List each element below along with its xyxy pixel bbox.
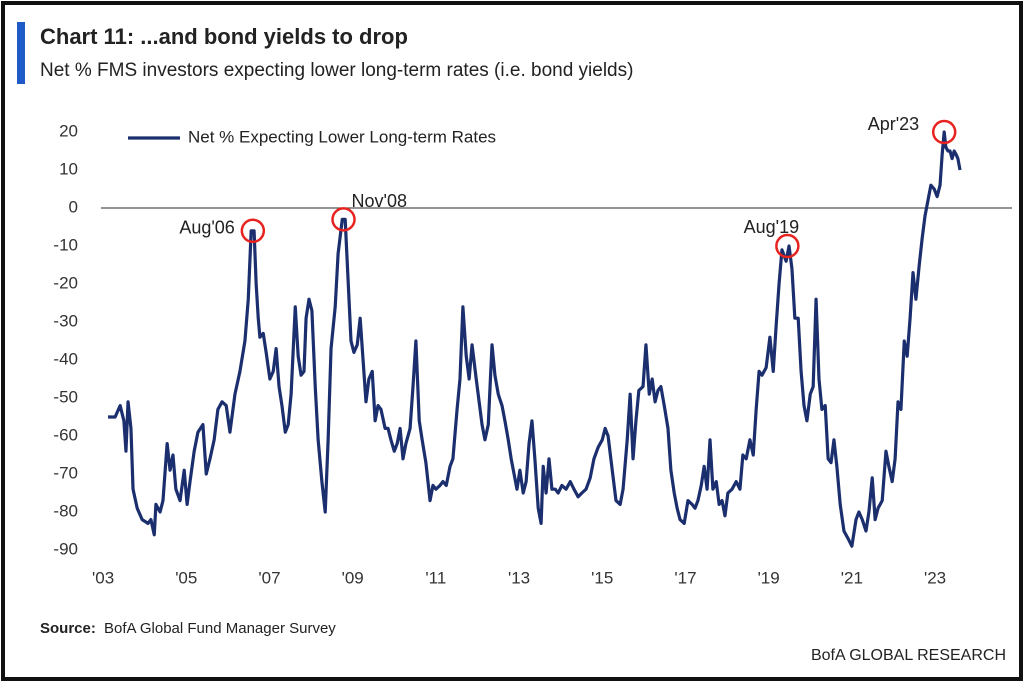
x-tick-label: '21 [841,568,863,587]
x-tick-label: '03 [92,568,114,587]
x-tick-label: '09 [342,568,364,587]
x-tick-label: '07 [258,568,280,587]
chart-subtitle: Net % FMS investors expecting lower long… [40,60,633,81]
y-tick-label: -50 [53,387,78,406]
y-tick-label: -30 [53,311,78,330]
footer: BofA GLOBAL RESEARCH [811,647,1006,664]
y-tick-label: -20 [53,273,78,292]
annotation-label: Aug'06 [179,218,235,238]
title-accent [17,22,25,84]
x-tick-label: '11 [425,568,446,587]
x-tick-label: '05 [175,568,197,587]
source: BofA Global Fund Manager Survey [104,620,336,637]
annotation-circle [931,119,957,145]
x-tick-label: '19 [758,568,780,587]
annotation-label: Aug'19 [744,217,800,237]
y-tick-label: -10 [53,235,78,254]
x-tick-label: '23 [924,568,946,587]
y-tick-label: 20 [59,121,78,140]
y-tick-label: -90 [53,539,78,558]
y-tick-label: 0 [69,197,78,216]
legend-label: Net % Expecting Lower Long-term Rates [188,127,496,146]
x-tick-label: '17 [674,568,696,587]
y-tick-label: -40 [53,349,78,368]
chart-title: Chart 11: ...and bond yields to drop [40,24,408,49]
x-tick-label: '15 [591,568,613,587]
y-tick-label: 10 [59,159,78,178]
x-tick-label: '13 [508,568,530,587]
y-tick-label: -80 [53,501,78,520]
data-line [108,130,962,548]
source-label: Source: [40,620,96,637]
y-tick-label: -60 [53,425,78,444]
annotation-circle [240,218,266,244]
annotation-circle [331,207,356,232]
annotation-label: Apr'23 [868,114,919,134]
y-tick-label: -70 [53,463,78,482]
annotation-circle [775,233,800,259]
annotation-label: Nov'08 [352,191,407,211]
